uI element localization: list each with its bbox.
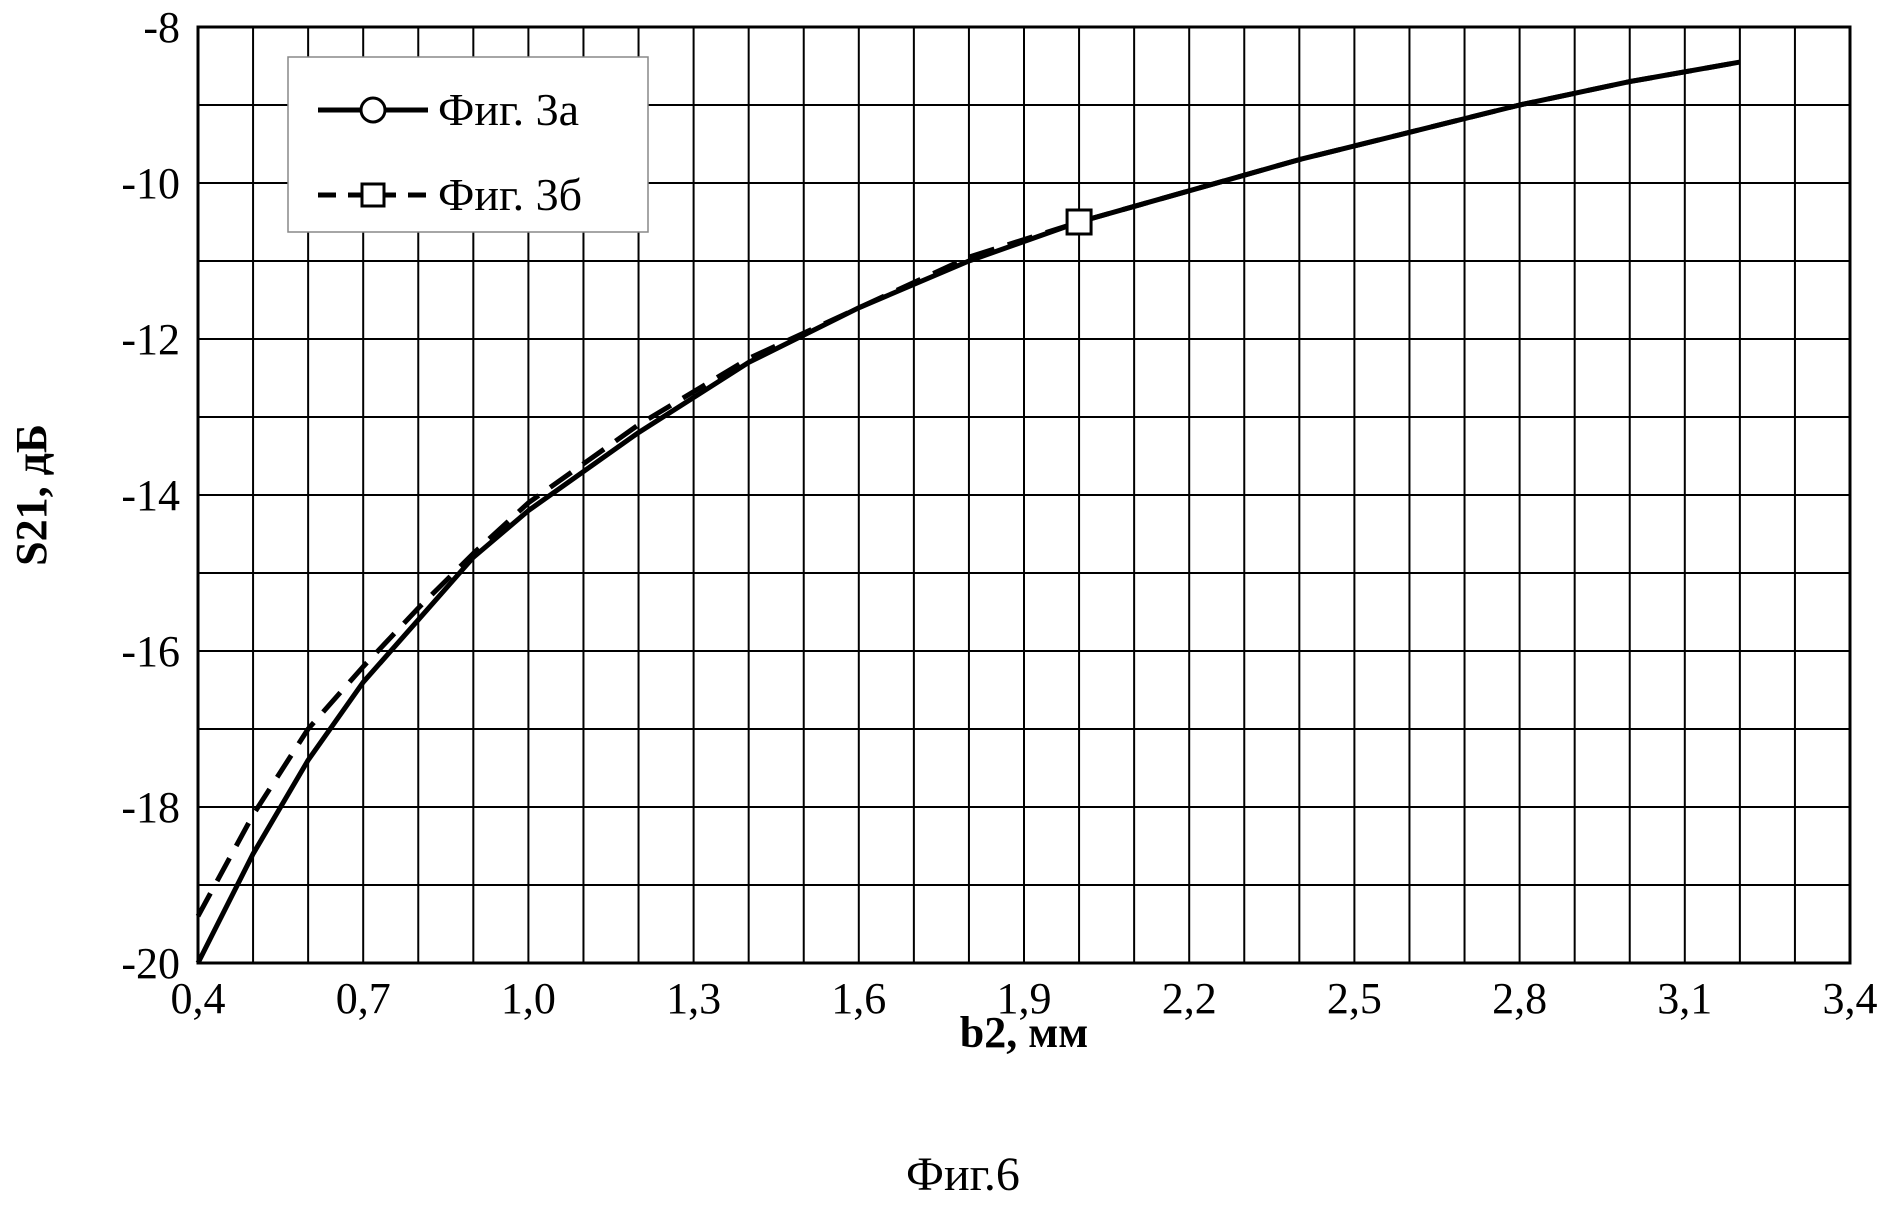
y-axis-title: S21, дБ [7, 424, 56, 566]
legend-marker-circle-icon [359, 96, 387, 124]
x-tick-label: 3,1 [1657, 974, 1712, 1023]
y-tick-label: -20 [121, 939, 180, 988]
x-tick-label: 0,7 [336, 974, 391, 1023]
y-tick-label: -16 [121, 627, 180, 676]
legend-label-series-2: Фиг. 3б [438, 169, 582, 220]
data-point-square-marker [1065, 208, 1093, 236]
series-layer [195, 59, 1741, 965]
x-tick-label: 0,4 [171, 974, 226, 1023]
x-tick-label: 1,9 [997, 974, 1052, 1023]
legend-box [287, 56, 649, 233]
series-line-2 [195, 59, 1741, 918]
x-tick-label: 2,2 [1162, 974, 1217, 1023]
x-axis-title: b2, мм [960, 1008, 1088, 1057]
y-tick-labels: -8 -10 -12 -14 -16 -18 -20 [121, 3, 180, 988]
x-tick-label: 1,3 [666, 974, 721, 1023]
y-tick-label: -12 [121, 315, 180, 364]
x-tick-label: 1,0 [501, 974, 556, 1023]
x-tick-labels: 0,4 0,7 1,0 1,3 1,6 1,9 2,2 2,5 2,8 3,1 3,4 [171, 974, 1878, 1023]
x-tick-label: 2,8 [1492, 974, 1547, 1023]
legend: Фиг. 3а Фиг. 3б [287, 56, 649, 233]
y-tick-label: -18 [121, 783, 180, 832]
figure-caption: Фиг.6 [906, 1148, 1020, 1201]
y-tick-label: -14 [121, 471, 180, 520]
legend-label-series-1: Фиг. 3а [438, 84, 579, 135]
x-tick-label: 2,5 [1327, 974, 1382, 1023]
legend-marker-square-icon [360, 182, 386, 208]
y-tick-label: -10 [121, 159, 180, 208]
y-tick-label: -8 [143, 3, 180, 52]
plot-area-frame [196, 25, 1852, 965]
x-tick-label: 1,6 [831, 974, 886, 1023]
x-tick-label: 3,4 [1823, 974, 1878, 1023]
